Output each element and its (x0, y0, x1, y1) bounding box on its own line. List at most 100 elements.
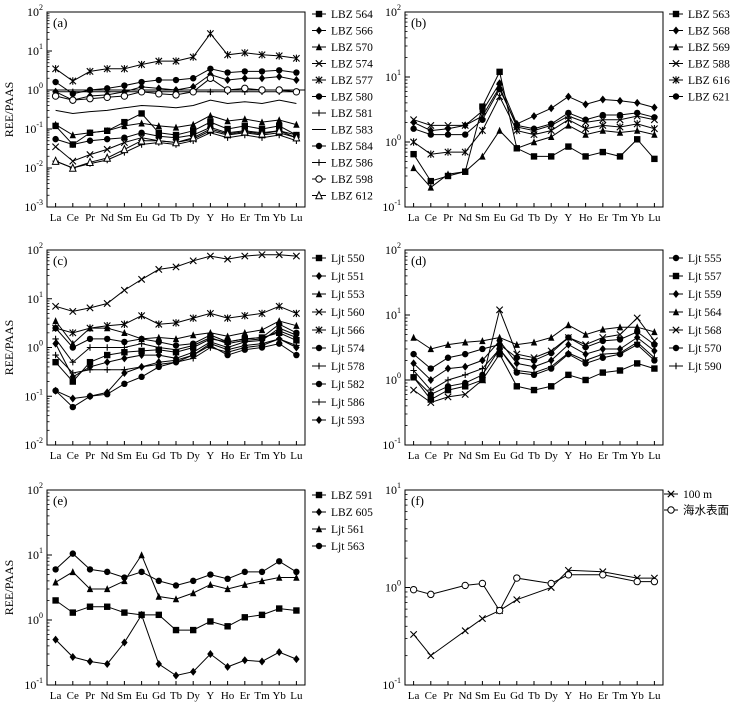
legend-entry: LBZ 591 (312, 490, 373, 502)
data-point (275, 125, 284, 135)
data-point (634, 136, 641, 143)
data-point (616, 330, 624, 339)
data-point (190, 626, 197, 634)
data-point (410, 374, 417, 381)
data-point (548, 356, 555, 365)
data-point (189, 257, 197, 265)
data-point (496, 341, 503, 348)
legend-entry: Ljt 568 (669, 325, 722, 337)
data-point (427, 183, 434, 191)
data-point (651, 130, 658, 138)
x-tick-label: Y (564, 450, 572, 462)
series-LBZ-605 (52, 610, 300, 680)
data-point (121, 354, 128, 363)
data-point (172, 137, 180, 147)
y-tick-base: 10 (27, 5, 39, 19)
data-point (172, 582, 180, 589)
data-point (582, 130, 589, 138)
data-point (293, 568, 300, 576)
series-Ljt-574 (52, 321, 300, 351)
legend-entry: LBZ 612 (312, 190, 373, 203)
data-point (599, 95, 606, 104)
data-point (565, 121, 572, 129)
data-point (427, 121, 435, 129)
data-point (462, 131, 469, 138)
data-point (427, 386, 434, 394)
y-tick-exponent: 1 (397, 68, 401, 77)
data-point (224, 255, 232, 263)
data-point (565, 371, 572, 379)
x-tick-label: Lu (290, 450, 303, 462)
data-point (52, 339, 59, 348)
data-point (276, 116, 283, 124)
legend-entry: LBZ 574 (312, 59, 373, 71)
series-line (413, 569, 655, 657)
data-point (478, 614, 486, 623)
data-point (207, 580, 214, 588)
data-point (155, 122, 162, 130)
x-tick-label: Tm (612, 212, 628, 224)
data-point (565, 143, 572, 150)
legend-label: LBZ 581 (331, 108, 373, 120)
x-tick-label: Pr (443, 212, 453, 224)
data-point (292, 309, 300, 318)
x-tick-label: Nd (100, 690, 114, 702)
data-point (530, 153, 538, 160)
data-point (634, 339, 641, 346)
data-point (462, 338, 469, 346)
data-point (633, 577, 641, 586)
data-point (86, 324, 94, 332)
data-point (444, 148, 452, 156)
data-point (565, 92, 572, 101)
data-point (548, 120, 555, 128)
data-point (69, 344, 77, 351)
series-LBZ-612 (51, 123, 301, 172)
data-point (409, 585, 418, 594)
y-tick-exponent: 2 (39, 241, 43, 250)
legend-entry: LBZ 581 (312, 108, 373, 120)
legend-entry: Ljt 550 (312, 253, 365, 265)
legend-label: 100 m (683, 489, 712, 501)
x-tick-label: Sm (117, 212, 132, 224)
data-point (410, 116, 418, 124)
data-point (582, 100, 589, 109)
legend-label: LBZ 586 (331, 158, 373, 170)
y-tick-base: 10 (27, 613, 39, 627)
data-point (410, 359, 417, 368)
data-point (207, 88, 214, 95)
y-tick-base: 10 (385, 5, 397, 19)
y-tick-label: 100 (27, 339, 43, 355)
data-point (276, 321, 283, 328)
data-point (444, 393, 452, 401)
y-tick-base: 10 (24, 122, 36, 136)
data-point (52, 65, 60, 73)
data-point (293, 329, 300, 337)
x-tick-label: Tm (254, 450, 270, 462)
data-point (410, 125, 417, 132)
y-tick-exponent: 1 (397, 306, 401, 315)
y-tick-exponent: 1 (397, 481, 401, 490)
data-point (104, 344, 111, 351)
legend-label: Ljt 550 (331, 253, 365, 265)
data-point (241, 580, 248, 588)
data-point (599, 325, 606, 333)
data-point (651, 155, 658, 163)
data-point (292, 54, 300, 62)
data-point (155, 129, 162, 136)
legend-marker (672, 76, 680, 84)
x-tick-label: Dy (186, 690, 200, 702)
data-point (651, 365, 658, 372)
y-tick-label: 10-1 (382, 676, 401, 692)
x-tick-label: Tb (528, 690, 541, 702)
x-tick-label: Y (564, 212, 572, 224)
data-point (224, 76, 231, 85)
data-point (258, 251, 266, 259)
legend-label: LBZ 564 (331, 9, 373, 21)
data-point (616, 123, 624, 131)
data-point (52, 302, 60, 310)
legend-marker (315, 491, 323, 499)
data-point (616, 96, 624, 105)
data-point (478, 126, 486, 135)
